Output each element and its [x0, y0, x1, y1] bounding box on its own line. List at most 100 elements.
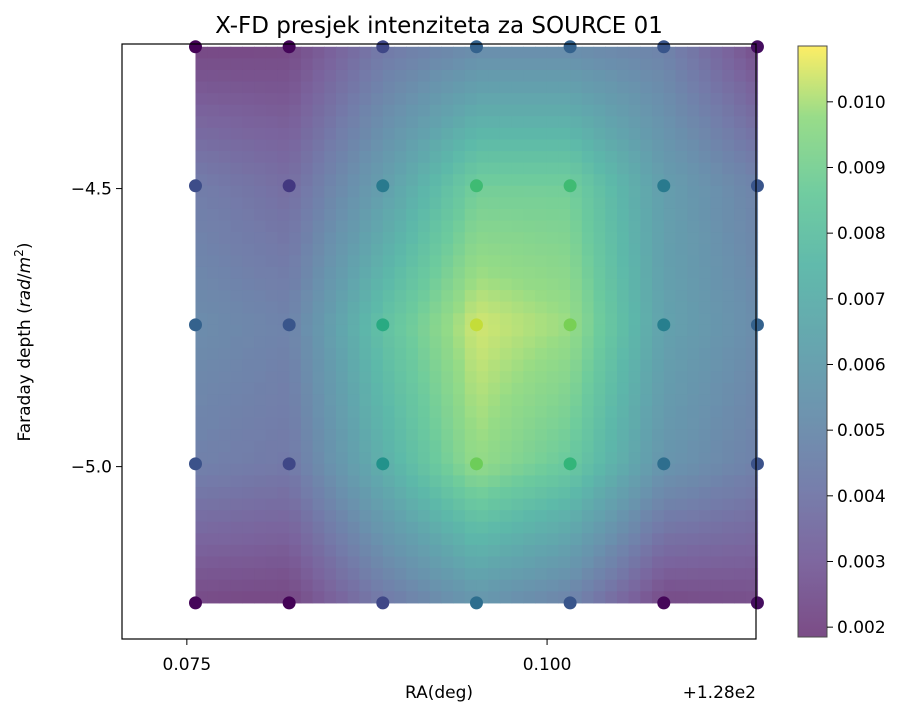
- field-cell: [745, 382, 759, 395]
- field-cell: [265, 46, 279, 59]
- field-cell: [289, 568, 302, 581]
- field-cell: [265, 568, 279, 581]
- field-cell: [535, 394, 548, 407]
- field-cell: [312, 116, 325, 129]
- field-cell: [687, 498, 700, 511]
- field-cell: [605, 579, 618, 592]
- field-cell: [687, 463, 700, 477]
- field-cell: [499, 417, 513, 430]
- field-cell: [687, 81, 700, 94]
- field-cell: [734, 347, 747, 361]
- field-cell: [581, 521, 595, 534]
- field-cell: [453, 533, 466, 546]
- field-cell: [663, 81, 677, 94]
- field-cell: [546, 382, 560, 395]
- field-cell: [347, 417, 360, 430]
- field-cell: [663, 336, 677, 349]
- field-cell: [312, 58, 325, 71]
- field-cell: [324, 347, 337, 361]
- field-cell: [593, 382, 606, 395]
- field-cell: [207, 440, 220, 453]
- field-cell: [499, 336, 513, 349]
- field-cell: [593, 487, 606, 500]
- field-cell: [312, 266, 325, 280]
- field-cell: [488, 324, 501, 337]
- field-cell: [605, 69, 618, 83]
- field-cell: [616, 174, 630, 187]
- field-cell: [382, 58, 396, 71]
- field-cell: [441, 371, 454, 384]
- field-cell: [265, 591, 279, 604]
- field-cell: [254, 429, 267, 442]
- field-cell: [441, 533, 454, 546]
- field-cell: [441, 290, 454, 303]
- field-cell: [242, 487, 255, 500]
- field-cell: [277, 510, 290, 523]
- field-cell: [218, 116, 232, 129]
- field-cell: [464, 232, 478, 245]
- field-cell: [254, 197, 267, 210]
- field-cell: [499, 290, 513, 303]
- field-cell: [464, 556, 478, 569]
- colorbar-tick-label: 0.010: [837, 93, 886, 113]
- data-point: [750, 40, 764, 54]
- field-cell: [242, 440, 255, 453]
- field-cell: [593, 568, 606, 581]
- field-cell: [394, 243, 407, 256]
- data-point: [469, 318, 483, 332]
- field-cell: [570, 579, 583, 592]
- field-cell: [207, 556, 220, 569]
- field-cell: [242, 521, 255, 534]
- field-cell: [605, 313, 618, 326]
- field-cell: [687, 290, 700, 303]
- field-cell: [663, 533, 677, 546]
- field-cell: [616, 498, 630, 511]
- field-cell: [207, 544, 220, 558]
- field-cell: [734, 266, 747, 280]
- field-cell: [570, 139, 583, 152]
- field-cell: [359, 568, 372, 581]
- field-cell: [593, 371, 606, 384]
- field-cell: [593, 556, 606, 569]
- field-cell: [628, 533, 641, 546]
- field-cell: [406, 58, 419, 71]
- field-cell: [335, 81, 349, 94]
- field-cell: [406, 440, 419, 453]
- field-cell: [265, 151, 279, 164]
- field-cell: [230, 417, 243, 430]
- field-cell: [570, 232, 583, 245]
- field-cell: [652, 116, 665, 129]
- field-cell: [570, 58, 583, 71]
- field-cell: [675, 568, 688, 581]
- field-cell: [488, 151, 501, 164]
- field-cell: [535, 313, 548, 326]
- field-cell: [546, 46, 560, 59]
- field-cell: [347, 336, 360, 349]
- field-cell: [734, 46, 747, 59]
- field-cell: [382, 417, 396, 430]
- field-cell: [195, 162, 208, 175]
- field-cell: [242, 69, 255, 83]
- field-cell: [218, 127, 232, 141]
- field-cell: [464, 266, 478, 280]
- field-cell: [593, 359, 606, 372]
- field-cell: [277, 568, 290, 581]
- field-cell: [254, 510, 267, 523]
- field-cell: [207, 220, 220, 233]
- field-cell: [687, 452, 700, 465]
- field-cell: [581, 116, 595, 129]
- field-cell: [207, 359, 220, 372]
- field-cell: [347, 324, 360, 337]
- field-cell: [218, 278, 232, 291]
- field-cell: [698, 46, 712, 59]
- field-cell: [687, 162, 700, 175]
- field-cell: [277, 104, 290, 117]
- field-cell: [429, 521, 442, 534]
- field-cell: [710, 116, 723, 129]
- field-cell: [722, 162, 735, 175]
- field-cell: [476, 417, 489, 430]
- field-cell: [476, 81, 489, 94]
- field-cell: [464, 544, 478, 558]
- field-cell: [675, 405, 688, 419]
- field-cell: [277, 301, 290, 314]
